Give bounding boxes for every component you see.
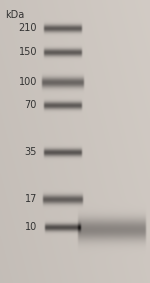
Text: 10: 10 <box>25 222 37 232</box>
Text: 70: 70 <box>25 100 37 110</box>
Text: 210: 210 <box>18 23 37 33</box>
Text: kDa: kDa <box>5 10 24 20</box>
Text: 35: 35 <box>25 147 37 157</box>
Text: 150: 150 <box>18 47 37 57</box>
Text: 100: 100 <box>19 77 37 87</box>
Text: 17: 17 <box>25 194 37 204</box>
